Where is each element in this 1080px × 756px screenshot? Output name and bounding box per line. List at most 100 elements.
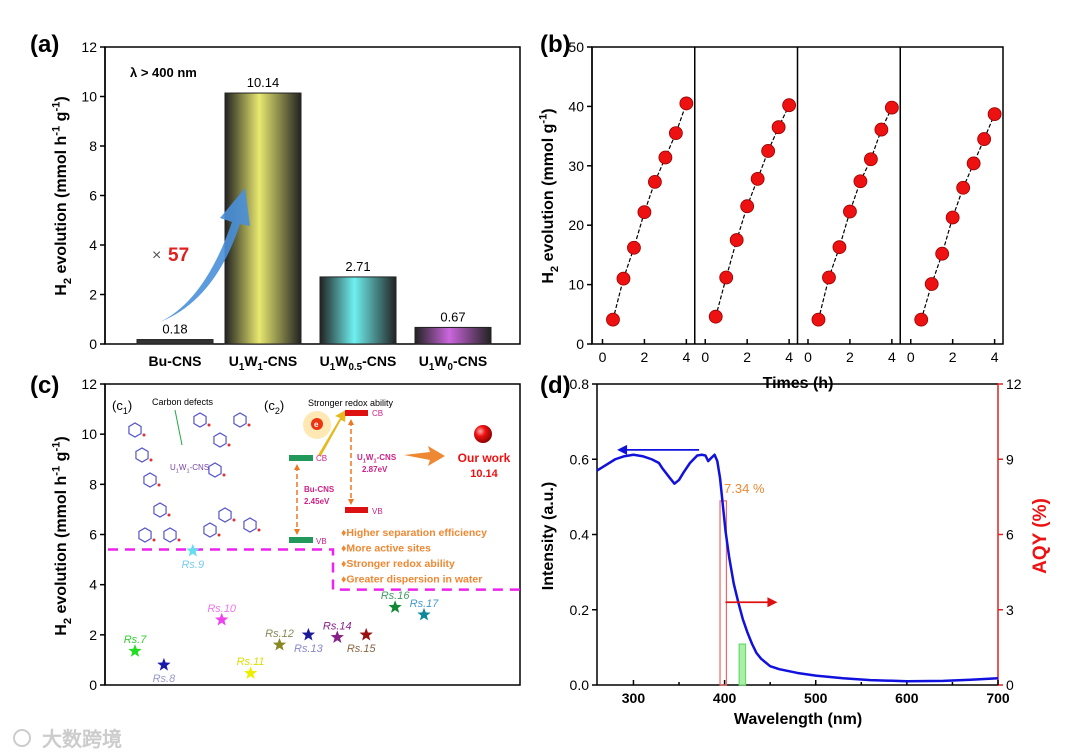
data-point xyxy=(987,107,1002,122)
y-tick-label: 6 xyxy=(89,527,97,543)
star-marker xyxy=(215,612,229,626)
y-tick-label: 0.2 xyxy=(570,602,590,618)
data-point xyxy=(945,210,960,225)
data-point xyxy=(719,270,734,285)
panel-label-d: (d) xyxy=(540,372,571,399)
y-tick-label: 10 xyxy=(81,426,97,442)
u-cb-level xyxy=(345,410,368,416)
star-marker xyxy=(243,666,258,679)
data-point xyxy=(668,126,683,141)
y-tick-label: 10 xyxy=(568,277,584,293)
category-label: U1W1-CNS xyxy=(229,353,297,373)
x-tick-label: 4 xyxy=(682,349,690,365)
star-marker xyxy=(388,600,402,613)
category-label: Bu-CNS xyxy=(149,353,202,369)
data-point xyxy=(811,312,826,327)
amine-group-icon xyxy=(257,528,261,532)
advantage-bullet: ♦More active sites xyxy=(341,543,431,555)
our-work-arrow-icon xyxy=(404,446,445,466)
left-arrowhead-icon xyxy=(617,444,628,455)
y-axis-label: Intensity (a.u.) xyxy=(540,482,557,590)
star-marker xyxy=(359,627,373,641)
bu-cb-level xyxy=(289,455,313,461)
amine-group-icon xyxy=(152,538,156,542)
x-tick-label: 4 xyxy=(991,349,999,365)
y-axis-label: H2 evolution (mmol h-1 g-1) xyxy=(51,436,74,635)
x-tick-label: 500 xyxy=(804,690,828,706)
data-point xyxy=(627,240,641,255)
our-work-marker xyxy=(474,425,492,443)
data-point xyxy=(740,199,755,214)
star-marker xyxy=(272,637,287,651)
amine-group-icon xyxy=(222,473,226,477)
amine-group-icon xyxy=(247,423,251,427)
x-tick-label: 300 xyxy=(622,690,646,706)
data-point xyxy=(914,312,929,327)
bar-value-label: 0.18 xyxy=(162,322,187,337)
y-tick-label: 0.4 xyxy=(570,527,590,543)
triazine-ring-icon xyxy=(153,502,167,518)
u-name-label: U1W1-CNS xyxy=(357,453,397,464)
x-axis-label: Wavelength (nm) xyxy=(734,711,862,728)
triazine-ring-icon xyxy=(208,462,222,478)
data-point xyxy=(863,152,878,167)
data-point xyxy=(729,233,744,247)
watermark: 大数跨境 xyxy=(42,727,122,751)
our-work-label: Our work xyxy=(458,451,511,465)
y2-tick-label: 0 xyxy=(1006,677,1014,693)
bu-cb-label: CB xyxy=(316,454,327,463)
y-tick-label: 0.6 xyxy=(570,451,590,467)
triazine-ring-icon xyxy=(233,412,247,428)
data-point xyxy=(750,171,765,186)
x-tick-label: 400 xyxy=(713,690,737,706)
x-tick-label: 600 xyxy=(895,690,919,706)
data-point xyxy=(966,156,981,171)
y-tick-label: 0.8 xyxy=(570,376,590,392)
u-vb-label: VB xyxy=(372,507,383,516)
amine-group-icon xyxy=(207,423,211,427)
y2-tick-label: 9 xyxy=(1006,451,1014,467)
panel-c-comparison-chart: 024681012Rs.7Rs.8Rs.9Rs.10Rs.11Rs.12Rs.1… xyxy=(51,376,521,693)
y2-tick-label: 12 xyxy=(1006,376,1022,392)
data-point xyxy=(977,132,992,146)
y-tick-label: 6 xyxy=(89,188,97,204)
inset-c1-label: (c1) xyxy=(112,398,132,416)
u-vb-level xyxy=(345,507,368,513)
y2-tick-label: 6 xyxy=(1006,527,1014,543)
y-tick-label: 8 xyxy=(89,138,97,154)
wavelength-annotation: λ > 400 nm xyxy=(130,65,197,80)
data-point xyxy=(679,96,694,111)
inset-c1-material-label: U1W1-CNS xyxy=(170,463,209,474)
star-marker xyxy=(330,630,344,644)
category-label: U1W0-CNS xyxy=(419,353,487,373)
panel-a-bar-chart: 0 2 4 6 8 10 12 0.18 Bu-CNS 10.14 U1W1-CNS 2.71 U1W0… xyxy=(51,39,521,373)
threshold-dashed-line xyxy=(108,548,520,591)
carbon-defect-arrow-icon xyxy=(174,409,183,446)
electron-label: e xyxy=(314,420,319,429)
data-point-label: Rs.15 xyxy=(347,643,377,655)
triazine-ring-icon xyxy=(218,507,232,523)
triazine-ring-icon xyxy=(243,517,257,533)
absorption-curve xyxy=(596,453,999,683)
x-tick-label: 700 xyxy=(986,690,1010,706)
stronger-redox-title: Stronger redox ability xyxy=(308,398,394,408)
y-tick-label: 8 xyxy=(89,476,97,492)
enhancement-prefix: × xyxy=(152,247,161,264)
star-marker xyxy=(417,607,431,621)
data-point xyxy=(843,204,857,219)
enhancement-arrow-icon xyxy=(160,188,250,322)
star-marker xyxy=(128,644,142,657)
category-label: U1W0.5-CNS xyxy=(320,353,397,373)
panel-label-b: (b) xyxy=(540,31,571,58)
aqy-value-label: 7.34 % xyxy=(724,481,765,496)
amine-group-icon xyxy=(167,513,171,517)
y-axis-label: H2 evolution (mmol g-1) xyxy=(538,108,561,283)
triazine-ring-icon xyxy=(135,447,149,463)
data-point xyxy=(935,246,950,261)
y-tick-label: 4 xyxy=(89,577,97,593)
right-arrowhead-icon xyxy=(767,597,778,608)
y-tick-label: 50 xyxy=(568,39,584,55)
y-tick-label: 4 xyxy=(89,237,97,253)
